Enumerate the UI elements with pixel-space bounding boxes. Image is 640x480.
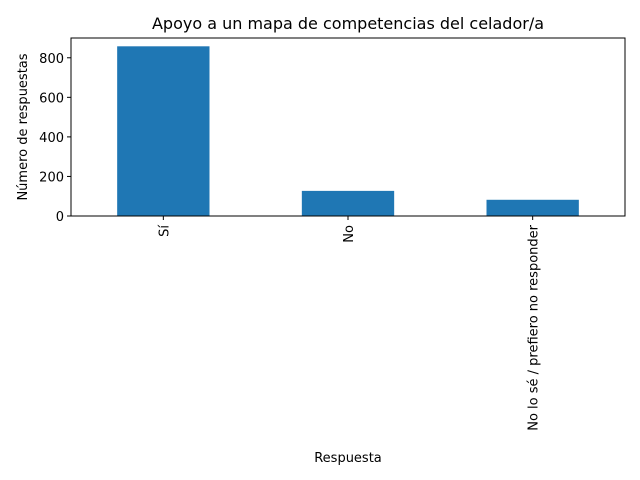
x-axis-label: Respuesta [314, 451, 382, 466]
y-tick-label-1: 200 [39, 170, 64, 185]
y-tick-label-4: 800 [39, 52, 64, 67]
bar-1 [301, 190, 395, 216]
bar-0 [117, 46, 210, 216]
x-tick-label-0: Sí [157, 225, 172, 237]
y-axis: 0 200 400 600 800 [39, 52, 71, 225]
x-tick-label-2: No lo sé / prefiero no responder [527, 224, 542, 430]
y-tick-label-3: 600 [39, 91, 64, 106]
bar-2 [486, 199, 579, 216]
y-axis-label: Número de respuestas [16, 53, 31, 200]
y-tick-label-0: 0 [56, 210, 64, 225]
x-tick-label-1: No [342, 225, 357, 243]
y-tick-label-2: 400 [39, 131, 64, 146]
bars-layer [117, 46, 579, 216]
x-axis: Sí No No lo sé / prefiero no responder [157, 216, 542, 431]
chart-title: Apoyo a un mapa de competencias del cela… [152, 14, 544, 33]
